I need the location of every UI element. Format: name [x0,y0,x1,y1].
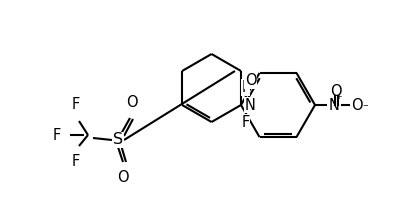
Text: O: O [126,95,138,110]
Text: O: O [351,98,363,113]
Text: N: N [329,98,340,113]
Text: S: S [113,132,123,148]
Text: $^-$: $^-$ [361,103,370,113]
Text: O: O [117,170,129,185]
Text: O: O [330,84,342,99]
Text: N: N [245,98,256,113]
Text: F: F [241,115,250,130]
Text: F: F [72,154,80,169]
Text: F: F [72,97,80,112]
Text: F: F [53,127,61,142]
Text: $^+$: $^+$ [335,94,343,104]
Text: O: O [245,73,257,88]
Text: F: F [241,80,250,95]
